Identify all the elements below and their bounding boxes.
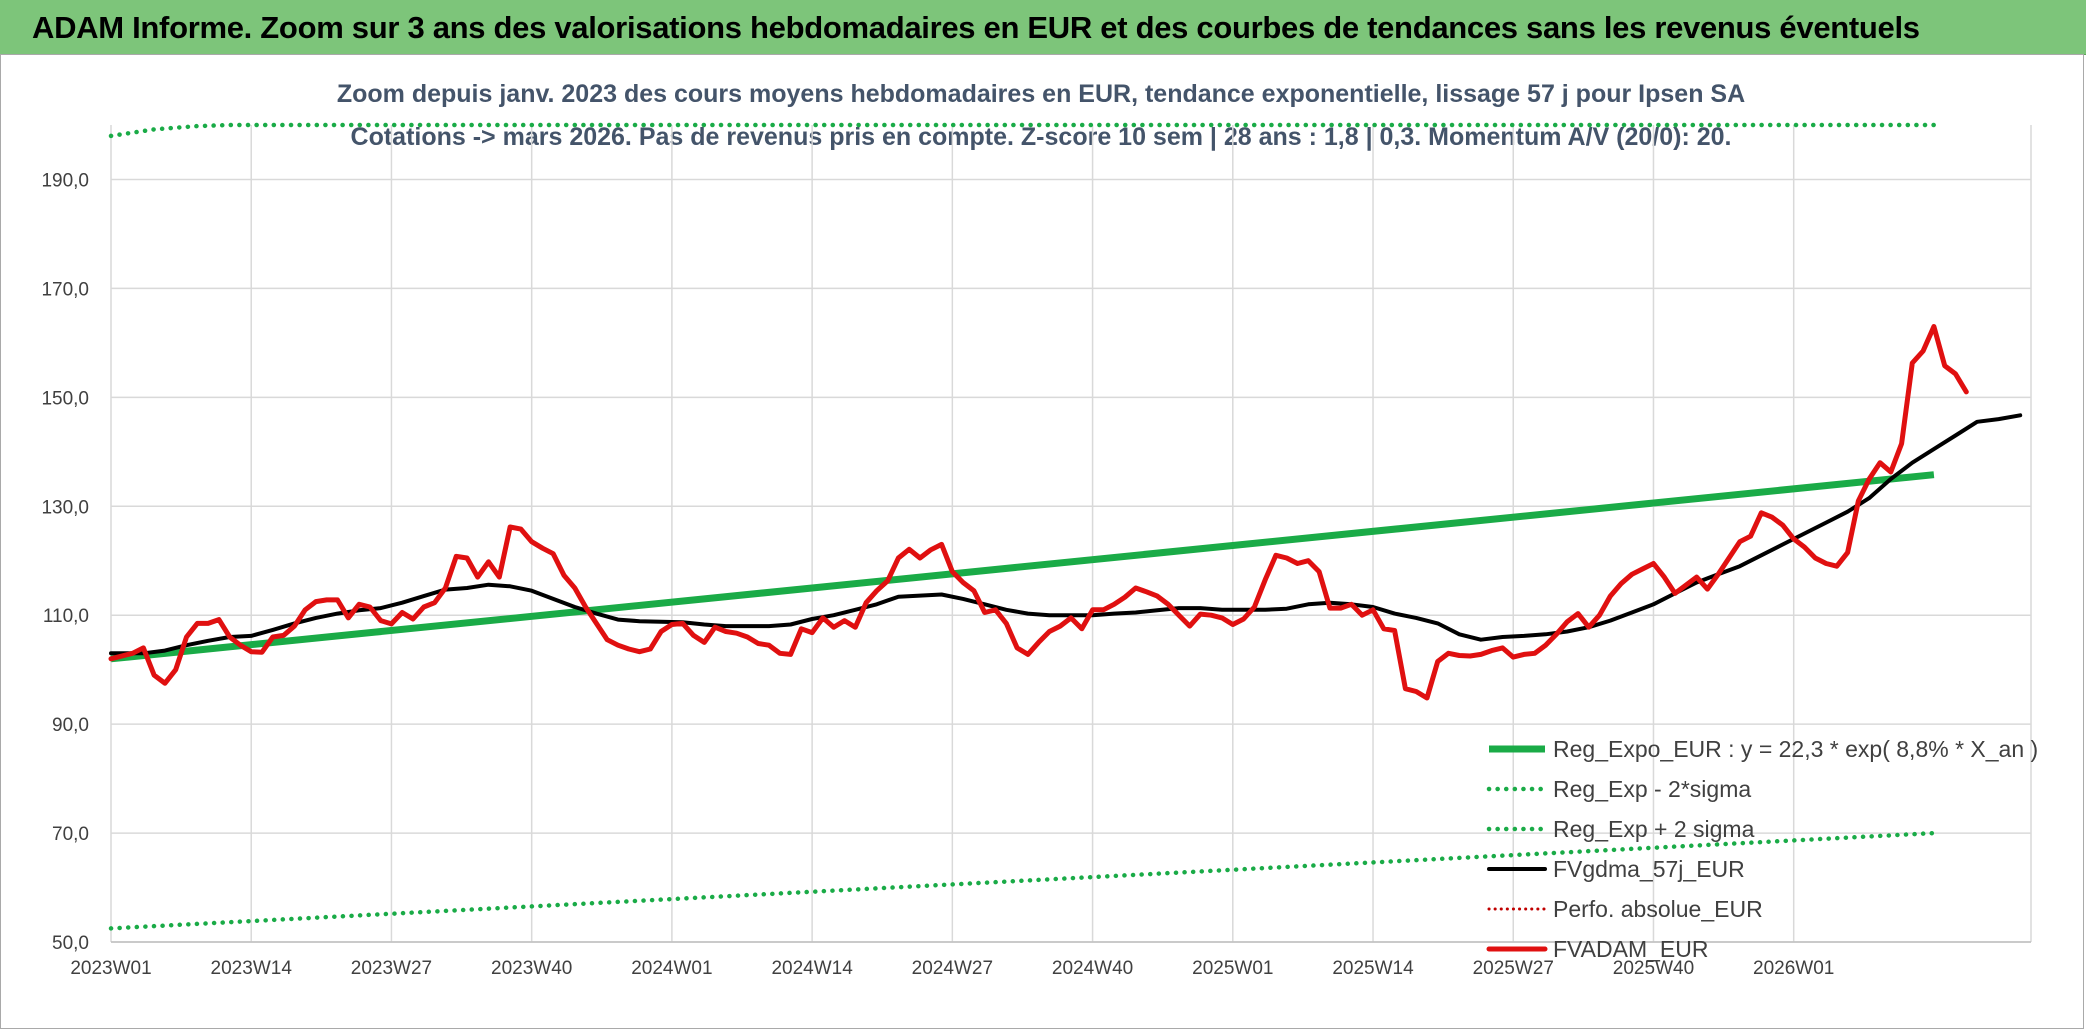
x-tick-label: 2025W01 bbox=[1192, 958, 1273, 979]
chart-title-line-2: Cotations -> mars 2026. Pas de revenus p… bbox=[351, 123, 1732, 151]
x-tick-label: 2025W27 bbox=[1473, 958, 1554, 979]
legend-label-regression-line: Reg_Expo_EUR : y = 22,3 * exp( 8,8% * X_… bbox=[1553, 736, 2038, 762]
legend-label-lower-band-line: Reg_Exp - 2*sigma bbox=[1553, 776, 1751, 802]
chart-legend: Reg_Expo_EUR : y = 22,3 * exp( 8,8% * X_… bbox=[1486, 736, 2038, 962]
regression-line bbox=[110, 471, 1935, 663]
x-tick-label: 2026W01 bbox=[1753, 958, 1834, 979]
price-line bbox=[108, 324, 1969, 701]
lower-band-line bbox=[108, 830, 1937, 931]
x-tick-label: 2023W27 bbox=[351, 958, 432, 979]
chart-series bbox=[108, 122, 2023, 931]
legend-label-upper-band-line: Reg_Exp + 2 sigma bbox=[1553, 816, 1755, 842]
report-title: ADAM Informe. Zoom sur 3 ans des valoris… bbox=[32, 10, 1920, 45]
upper-band-line bbox=[108, 122, 1937, 139]
x-tick-label: 2025W40 bbox=[1613, 958, 1694, 979]
y-tick-label: 150,0 bbox=[41, 388, 89, 409]
legend-label-perf-line: Perfo. absolue_EUR bbox=[1553, 896, 1763, 922]
y-tick-label: 130,0 bbox=[41, 497, 89, 518]
gridlines bbox=[110, 125, 2032, 943]
report-banner: ADAM Informe. Zoom sur 3 ans des valoris… bbox=[0, 0, 2086, 55]
x-tick-label: 2024W27 bbox=[912, 958, 993, 979]
x-tick-label: 2024W40 bbox=[1052, 958, 1133, 979]
y-tick-label: 70,0 bbox=[52, 824, 89, 845]
x-tick-label: 2023W40 bbox=[491, 958, 572, 979]
legend-label-smoothed-line: FVgdma_57j_EUR bbox=[1553, 856, 1745, 882]
y-axis: 50,0 70,0 90,0 110,0 130,0 150,0 170,0 190,0 bbox=[41, 170, 89, 954]
y-tick-label: 110,0 bbox=[43, 606, 89, 627]
x-tick-label: 2023W14 bbox=[211, 958, 293, 979]
y-tick-label: 190,0 bbox=[41, 170, 89, 191]
line-chart: Zoom depuis janv. 2023 des cours moyens … bbox=[41, 80, 2038, 979]
chart-frame: Zoom depuis janv. 2023 des cours moyens … bbox=[0, 54, 2084, 1029]
legend-label-price-line: FVADAM_EUR bbox=[1553, 936, 1709, 962]
y-tick-label: 90,0 bbox=[52, 715, 89, 736]
smoothed-line bbox=[109, 413, 2023, 656]
x-tick-label: 2024W01 bbox=[631, 958, 712, 979]
y-tick-label: 170,0 bbox=[41, 279, 89, 300]
x-tick-label: 2025W14 bbox=[1332, 958, 1414, 979]
y-tick-label: 50,0 bbox=[52, 933, 89, 954]
chart-title-line-1: Zoom depuis janv. 2023 des cours moyens … bbox=[337, 80, 1745, 108]
x-axis: 2023W01 2023W14 2023W27 2023W40 2024W01 2024W… bbox=[70, 958, 1834, 979]
x-tick-label: 2023W01 bbox=[70, 958, 151, 979]
x-tick-label: 2024W14 bbox=[771, 958, 853, 979]
